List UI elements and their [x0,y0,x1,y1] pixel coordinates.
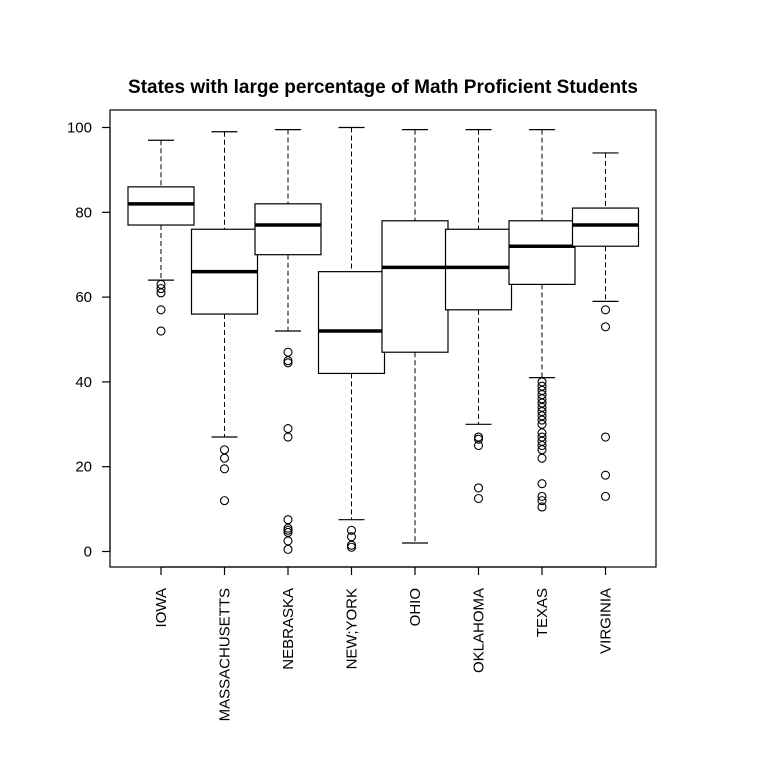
outlier-point [156,305,166,315]
y-tick-label: 40 [75,374,92,391]
y-tick-label: 80 [75,204,92,221]
outlier-point [537,496,547,506]
y-tick-label: 0 [84,544,92,561]
outlier-point [600,305,611,315]
y-tick-label: 60 [75,289,92,306]
outlier-point [537,453,547,463]
box-texas [508,129,576,512]
x-tick-label: TEXAS [534,588,551,637]
box-iowa [127,139,195,336]
box-oklahoma [444,129,513,504]
y-axis: 0 20 40 60 80 100 [67,120,111,561]
x-tick-label: MASSACHUSETTS [217,588,234,721]
x-tick-label: VIRGINIA [598,588,615,654]
outlier-point [473,483,484,493]
outlier-point [283,515,293,525]
iqr-box [254,203,322,256]
outlier-point [156,279,166,289]
y-tick-label: 20 [75,459,92,476]
outlier-point [346,525,357,535]
box-nebraska [254,129,322,554]
iqr-box [381,220,449,353]
x-tick-label: NEBRASKA [280,588,297,670]
iqr-box [127,186,195,226]
x-tick-label: NEW;YORK [344,588,361,669]
outlier-point [219,445,230,455]
outlier-point [219,496,230,506]
outlier-point [600,470,611,480]
outlier-point [283,544,293,554]
iqr-box [444,228,513,311]
outlier-point [219,453,230,463]
x-tick-label: OHIO [407,588,424,626]
box-massachusetts [190,131,259,506]
outlier-point [473,493,484,504]
outlier-point [473,432,484,442]
box-virginia [571,152,640,501]
outlier-point [156,326,166,336]
outlier-point [600,322,611,332]
x-tick-label: OKLAHOMA [471,588,488,673]
iqr-box [317,271,386,375]
outlier-point [600,432,611,442]
outlier-point [283,423,293,434]
y-tick-label: 100 [67,120,92,137]
outlier-point [346,532,357,542]
outlier-point [537,479,547,489]
chart-title: States with large percentage of Math Pro… [128,77,638,98]
iqr-box [571,207,640,247]
outlier-point [219,464,230,474]
boxes-group [127,126,640,554]
outlier-point [283,347,293,357]
outlier-point [156,284,166,294]
box-new-york [317,126,386,552]
x-tick-label: IOWA [153,588,170,627]
box-ohio [381,129,449,544]
outlier-point [283,536,293,546]
outlier-point [283,432,293,442]
outlier-point [537,491,547,501]
iqr-box [508,220,576,285]
outlier-point [537,432,547,442]
x-axis: IOWA MASSACHUSETTS NEBRASKA NEW;YORK OHIO OKL… [153,566,615,721]
outlier-point [537,502,547,512]
outlier-point [600,491,611,501]
outlier-point [537,377,547,387]
outlier-point [537,381,547,391]
